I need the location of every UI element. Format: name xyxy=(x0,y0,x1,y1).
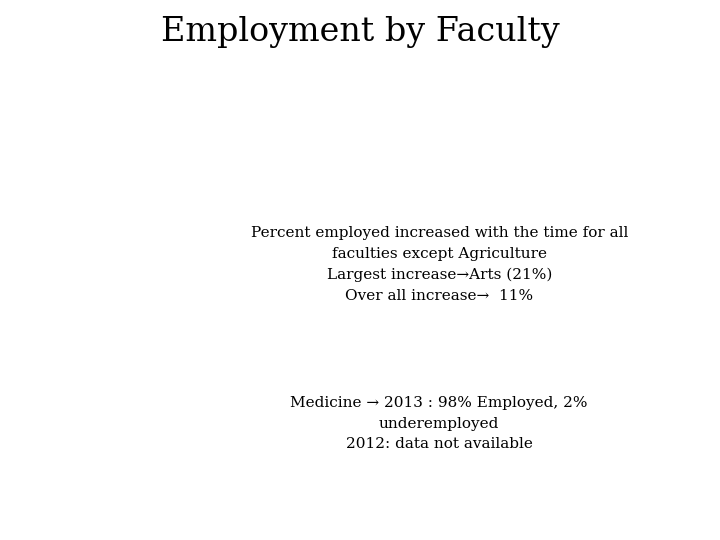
Text: Employment by Faculty: Employment by Faculty xyxy=(161,16,559,48)
Text: Percent employed increased with the time for all
faculties except Agriculture
La: Percent employed increased with the time… xyxy=(251,226,628,303)
Text: Medicine → 2013 : 98% Employed, 2%
underemployed
2012: data not available: Medicine → 2013 : 98% Employed, 2% under… xyxy=(290,396,588,451)
